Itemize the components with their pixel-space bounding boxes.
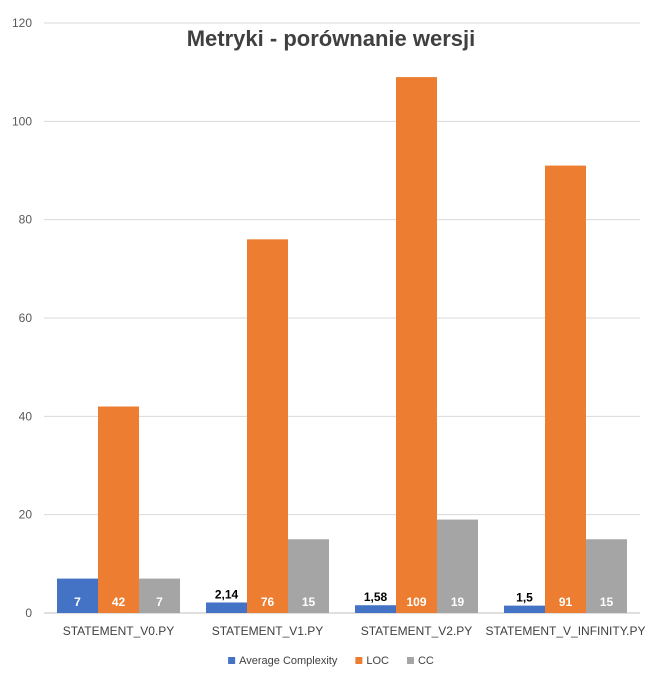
bar: [206, 602, 247, 613]
category-label: STATEMENT_V_INFINITY.PY: [485, 624, 645, 638]
y-tick-label: 40: [19, 409, 33, 423]
bar: [139, 578, 180, 613]
bar: [586, 539, 627, 613]
bar: [545, 165, 586, 614]
legend-label: CC: [418, 655, 434, 667]
legend-item: CC: [406, 655, 434, 667]
data-label: 42: [112, 595, 126, 609]
data-label: 91: [559, 595, 573, 609]
bar: [504, 605, 545, 613]
y-tick-label: 0: [25, 606, 32, 620]
data-label: 15: [600, 595, 614, 609]
y-tick-label: 80: [19, 213, 33, 227]
category-label: STATEMENT_V1.PY: [212, 624, 324, 638]
data-label: 76: [261, 595, 275, 609]
legend-label: Average Complexity: [239, 655, 338, 667]
data-label: 2,14: [215, 587, 239, 601]
legend-swatch: [228, 657, 236, 664]
y-tick-label: 100: [12, 114, 32, 128]
category-label: STATEMENT_V2.PY: [361, 624, 473, 638]
data-label: 1,5: [516, 591, 533, 605]
y-tick-label: 120: [12, 16, 32, 30]
bar: [288, 539, 329, 613]
bar: [247, 239, 288, 614]
legend-swatch: [406, 657, 414, 664]
legend-item: LOC: [355, 655, 389, 667]
category-label: STATEMENT_V0.PY: [63, 624, 175, 638]
data-label: 7: [156, 595, 163, 609]
bar: [355, 605, 396, 613]
data-label: 15: [302, 595, 316, 609]
chart-title: Metryki - porównanie wersji: [187, 26, 476, 51]
bar: [98, 406, 139, 613]
bar: [437, 519, 478, 613]
legend-item: Average Complexity: [228, 655, 338, 667]
bar: [396, 77, 437, 614]
data-label: 109: [406, 595, 426, 609]
y-tick-label: 60: [19, 311, 33, 325]
y-tick-label: 20: [19, 508, 33, 522]
data-label: 1,58: [364, 590, 388, 604]
data-label: 19: [451, 595, 465, 609]
legend-swatch: [355, 657, 363, 664]
data-label: 7: [74, 595, 81, 609]
bar: [57, 578, 98, 613]
legend-label: LOC: [366, 655, 389, 667]
